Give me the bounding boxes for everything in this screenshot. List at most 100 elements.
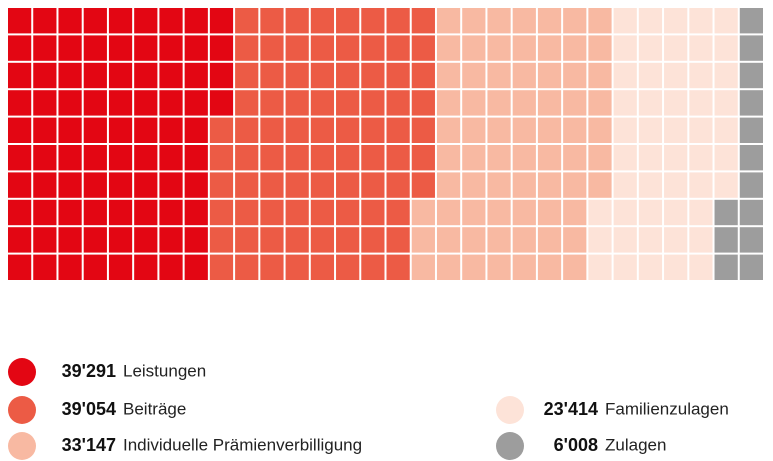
waffle-cell — [462, 145, 486, 171]
legend-swatch — [496, 396, 524, 424]
waffle-cell — [260, 227, 284, 253]
waffle-cell — [336, 227, 360, 253]
waffle-cell — [512, 8, 536, 34]
waffle-cell — [638, 254, 663, 280]
waffle-cell — [739, 227, 763, 253]
waffle-cell — [436, 35, 461, 61]
waffle-cell — [613, 254, 637, 280]
waffle-cell — [8, 62, 32, 89]
waffle-cell — [58, 254, 82, 280]
waffle-cell — [613, 90, 637, 116]
waffle-cell — [436, 199, 461, 226]
waffle-cell — [563, 8, 587, 34]
waffle-cell — [436, 172, 461, 198]
waffle-cell — [436, 117, 461, 143]
waffle-cell — [689, 62, 713, 89]
waffle-cell — [613, 62, 637, 89]
waffle-cell — [714, 254, 738, 280]
waffle-cell — [436, 227, 461, 253]
waffle-cell — [714, 227, 738, 253]
legend-label: Individuelle Prämienverbilligung — [123, 435, 362, 454]
waffle-cell — [512, 145, 536, 171]
waffle-cell — [588, 117, 612, 143]
waffle-cell — [209, 8, 234, 34]
waffle-cell — [134, 172, 158, 198]
waffle-cell — [613, 35, 637, 61]
waffle-cell — [462, 199, 486, 226]
waffle-cell — [159, 35, 183, 61]
waffle-cell — [462, 117, 486, 143]
waffle-cell — [714, 35, 738, 61]
waffle-cell — [537, 62, 562, 89]
waffle-cell — [588, 90, 612, 116]
waffle-cell — [588, 254, 612, 280]
waffle-cell — [310, 90, 335, 116]
waffle-cell — [83, 172, 107, 198]
waffle-cell — [209, 227, 234, 253]
waffle-cell — [739, 117, 763, 143]
waffle-cell — [310, 172, 335, 198]
waffle-cell — [184, 62, 208, 89]
waffle-cell — [739, 35, 763, 61]
waffle-cell — [336, 62, 360, 89]
waffle-cell — [739, 62, 763, 89]
waffle-cell — [588, 8, 612, 34]
waffle-cell — [664, 35, 688, 61]
waffle-cell — [462, 227, 486, 253]
waffle-cell — [336, 117, 360, 143]
waffle-cell — [108, 90, 133, 116]
waffle-cell — [487, 199, 511, 226]
waffle-cell — [361, 199, 385, 226]
waffle-cell — [260, 117, 284, 143]
waffle-cell — [512, 117, 536, 143]
waffle-cell — [58, 35, 82, 61]
waffle-cell — [689, 199, 713, 226]
waffle-cell — [336, 199, 360, 226]
waffle-cell — [235, 254, 259, 280]
waffle-cell — [664, 172, 688, 198]
waffle-cell — [436, 90, 461, 116]
waffle-cell — [411, 199, 435, 226]
waffle-cell — [8, 90, 32, 116]
waffle-cell — [386, 172, 410, 198]
waffle-cell — [235, 199, 259, 226]
waffle-cell — [310, 35, 335, 61]
waffle-cell — [108, 172, 133, 198]
waffle-cell — [235, 227, 259, 253]
waffle-cell — [58, 145, 82, 171]
waffle-cell — [209, 62, 234, 89]
waffle-cell — [8, 145, 32, 171]
waffle-cell — [638, 117, 663, 143]
waffle-cell — [336, 254, 360, 280]
waffle-cell — [58, 8, 82, 34]
legend-label: Zulagen — [605, 435, 666, 454]
waffle-cell — [58, 117, 82, 143]
waffle-cell — [209, 117, 234, 143]
waffle-cell — [260, 199, 284, 226]
waffle-cell — [83, 62, 107, 89]
waffle-cell — [184, 172, 208, 198]
waffle-cell — [285, 254, 309, 280]
waffle-cell — [108, 35, 133, 61]
waffle-cell — [689, 35, 713, 61]
waffle-cell — [285, 8, 309, 34]
waffle-cell — [310, 254, 335, 280]
waffle-cell — [209, 35, 234, 61]
waffle-cell — [537, 199, 562, 226]
waffle-cell — [285, 227, 309, 253]
waffle-cell — [563, 254, 587, 280]
waffle-cell — [134, 117, 158, 143]
waffle-cell — [134, 199, 158, 226]
waffle-cell — [235, 172, 259, 198]
waffle-cell — [588, 145, 612, 171]
legend-label: Beiträge — [123, 399, 186, 418]
waffle-cell — [613, 8, 637, 34]
waffle-cell — [386, 227, 410, 253]
waffle-cell — [613, 227, 637, 253]
waffle-cell — [613, 145, 637, 171]
waffle-cell — [361, 254, 385, 280]
waffle-cell — [134, 90, 158, 116]
waffle-cell — [436, 145, 461, 171]
waffle-cell — [159, 90, 183, 116]
waffle-cell — [436, 254, 461, 280]
